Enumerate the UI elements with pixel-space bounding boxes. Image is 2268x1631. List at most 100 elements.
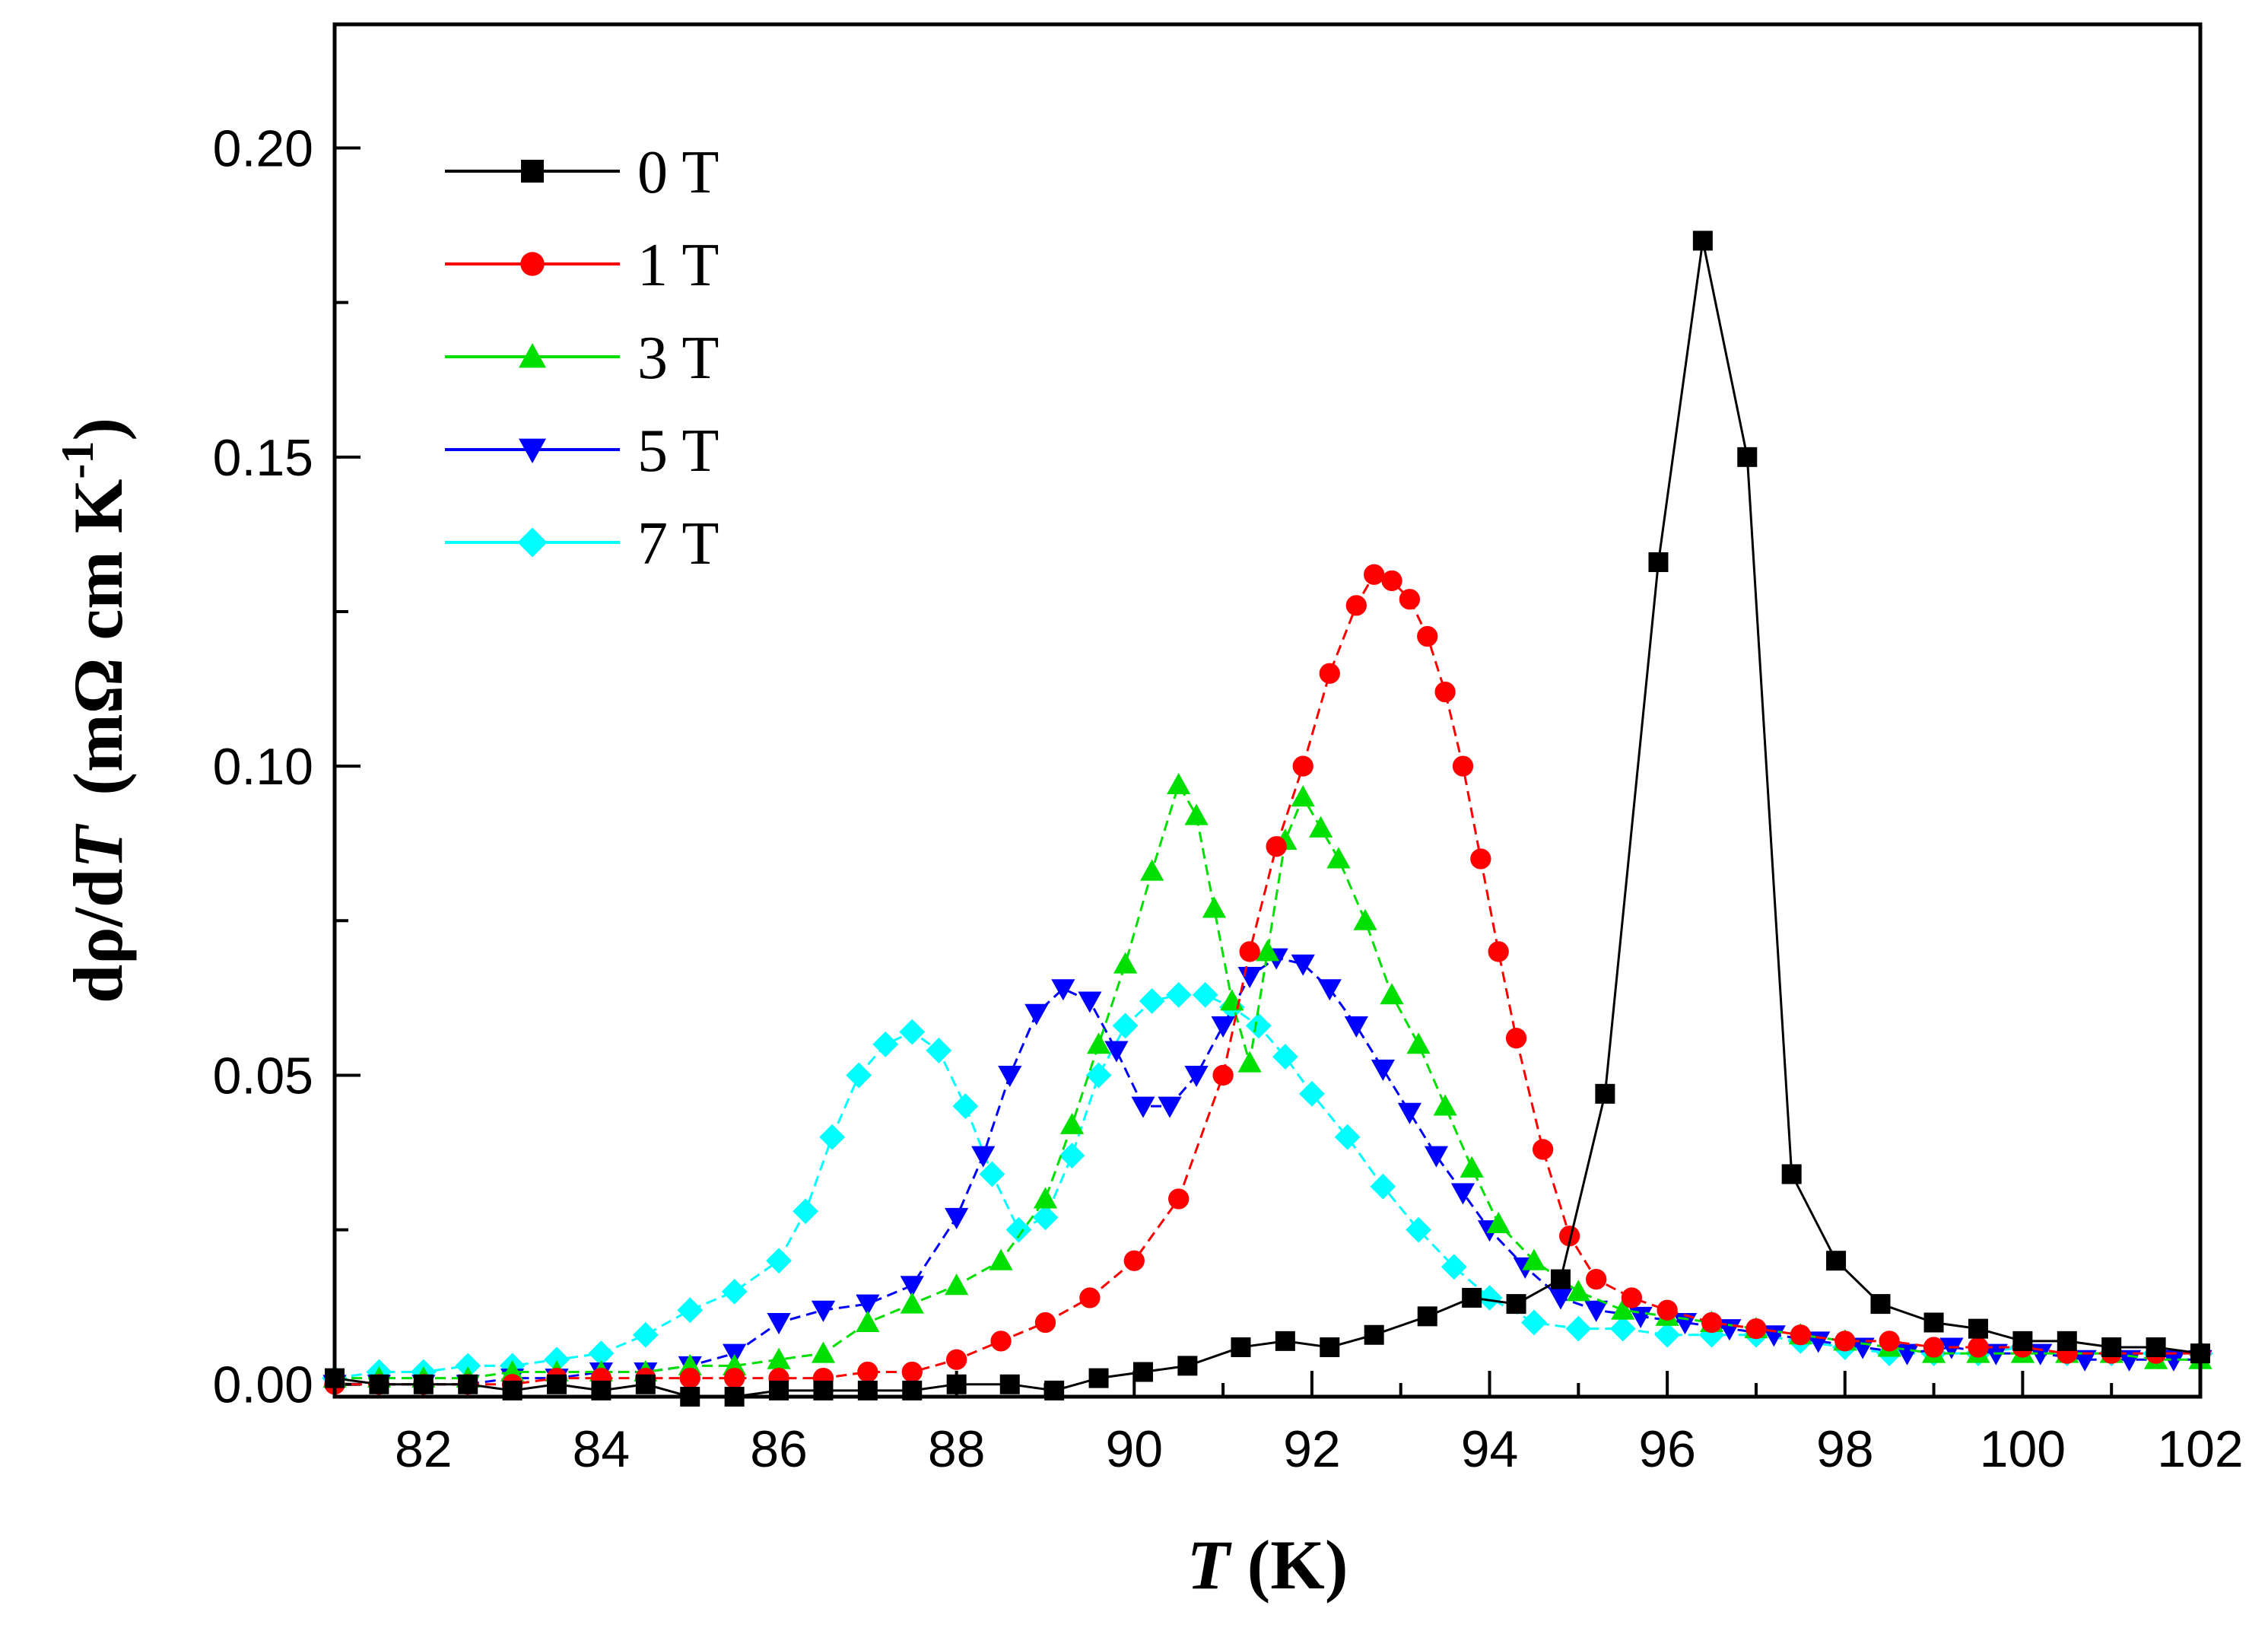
y-axis-title-unit: (mΩ cm K [59, 479, 137, 796]
data-point [1085, 1062, 1112, 1089]
data-point [1308, 816, 1333, 838]
legend-marker [519, 343, 546, 368]
data-point [721, 1278, 748, 1305]
data-point [1486, 1211, 1510, 1233]
data-point [1399, 589, 1421, 610]
data-point [1781, 1164, 1802, 1184]
data-point [899, 1019, 926, 1045]
data-point [1024, 1003, 1049, 1025]
data-point [1291, 954, 1315, 976]
data-point [872, 1031, 899, 1057]
data-point [1165, 981, 1192, 1008]
data-point [1272, 1044, 1298, 1070]
data-point [1005, 1216, 1032, 1243]
data-point [857, 1361, 878, 1383]
data-point [1826, 1251, 1847, 1271]
data-point [1654, 1321, 1681, 1348]
data-point [1139, 988, 1165, 1014]
data-point [1059, 1143, 1085, 1168]
plot-frame [332, 22, 2203, 1399]
data-point [547, 1374, 567, 1394]
data-point [901, 1361, 923, 1383]
data-point [1834, 1331, 1856, 1352]
y-tick-label: 0.15 [213, 429, 313, 487]
data-point [1334, 1124, 1361, 1150]
data-point [819, 1124, 846, 1150]
x-tick-label: 86 [750, 1420, 808, 1478]
data-point [1745, 1318, 1767, 1340]
data-point [856, 1310, 880, 1332]
data-point [1488, 941, 1509, 962]
data-point [369, 1374, 389, 1394]
data-point [1088, 1368, 1109, 1388]
data-point [1364, 564, 1385, 585]
data-point [1192, 981, 1218, 1008]
data-point [1211, 1016, 1235, 1038]
data-point [2012, 1331, 2033, 1351]
y-axis-title: dρ/dT (mΩ cm K-1) [52, 418, 137, 1003]
data-point [2057, 1331, 2077, 1351]
x-tick-label: 92 [1283, 1420, 1341, 1478]
data-point [1319, 663, 1340, 684]
x-tick-label: 90 [1105, 1420, 1163, 1478]
data-point [990, 1331, 1012, 1352]
data-point [1158, 1096, 1182, 1118]
y-tick-label: 0.05 [213, 1047, 313, 1105]
series-line [335, 781, 2200, 1380]
data-point [1051, 979, 1075, 1001]
x-tick-label: 84 [573, 1420, 631, 1478]
legend: 0 T 1 T 3 T 5 T 7 T [445, 139, 719, 577]
data-point [1470, 848, 1491, 870]
data-point [1059, 1112, 1085, 1134]
legend-label: 1 T [637, 232, 719, 299]
x-tick-label: 82 [395, 1420, 453, 1478]
data-point [945, 1273, 969, 1296]
data-point [1140, 859, 1164, 881]
data-point [1202, 896, 1227, 918]
data-point [1266, 836, 1287, 857]
data-point [1462, 1287, 1482, 1308]
data-point [1345, 595, 1367, 616]
data-point [1381, 570, 1402, 592]
data-point [1370, 1173, 1396, 1200]
x-tick-label: 94 [1461, 1420, 1519, 1478]
data-point [1434, 681, 1456, 703]
data-point [1255, 939, 1280, 962]
data-point [1275, 1331, 1295, 1351]
data-point [1123, 1250, 1145, 1271]
data-point [900, 1292, 924, 1314]
data-point [979, 1161, 1005, 1187]
legend-label: 5 T [637, 418, 719, 485]
data-point [1565, 1315, 1592, 1342]
data-point [1184, 803, 1209, 825]
x-tick-label: 98 [1816, 1420, 1874, 1478]
x-axis-title: T (K) [1186, 1526, 1348, 1604]
data-point [1177, 1356, 1198, 1376]
data-point [1923, 1312, 1944, 1333]
y-axis-title-symbol: T [59, 823, 137, 869]
x-tick-label: 102 [2157, 1420, 2243, 1478]
data-point [1424, 1146, 1449, 1168]
y-tick-label: 0.00 [213, 1356, 313, 1414]
legend-item: 3 T [445, 325, 719, 392]
data-point [679, 1367, 700, 1389]
data-point [1239, 941, 1260, 962]
data-point [767, 1347, 791, 1369]
data-point [1611, 1298, 1635, 1320]
data-point [1299, 1080, 1325, 1107]
data-point [723, 1367, 745, 1389]
data-point [1131, 1096, 1155, 1118]
x-tick-label: 100 [1980, 1420, 2066, 1478]
data-point [1460, 1156, 1484, 1178]
x-tick-label: 88 [928, 1420, 986, 1478]
data-point [1532, 1139, 1554, 1160]
data-point [846, 1062, 872, 1089]
data-point [1505, 1028, 1527, 1049]
data-point [544, 1346, 570, 1373]
y-axis-title-prefix: dρ/d [59, 869, 137, 1003]
data-point [1790, 1324, 1812, 1346]
data-point [1032, 1204, 1059, 1231]
legend-item: 7 T [445, 510, 719, 577]
data-point [1406, 1216, 1431, 1243]
data-point [632, 1321, 659, 1348]
